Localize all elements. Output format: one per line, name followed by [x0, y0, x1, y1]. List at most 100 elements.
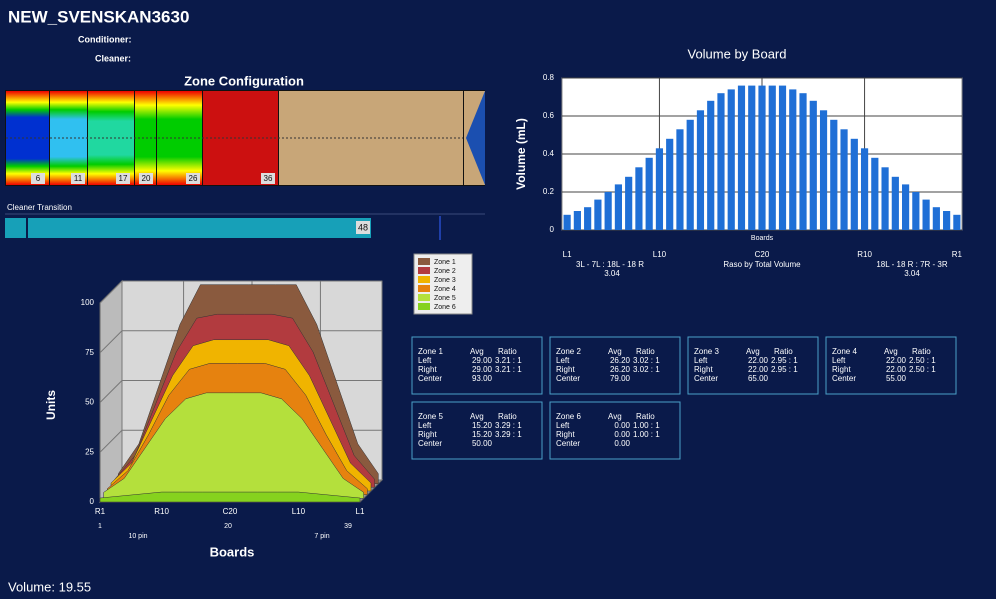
- legend-label: Zone 5: [434, 295, 456, 302]
- x-tick-label: R10: [154, 507, 169, 516]
- annotation: 3.04: [604, 269, 620, 278]
- stat-avg: 22.00: [748, 356, 769, 365]
- grid-line: [99, 280, 123, 304]
- stat-row-label: Center: [832, 374, 856, 383]
- cleaner-value-bg: [356, 221, 370, 234]
- stat-avg-head: Avg: [470, 347, 484, 356]
- zone-block: [135, 91, 156, 185]
- stat-avg: 22.00: [748, 365, 769, 374]
- bar: [860, 148, 869, 230]
- bar: [778, 85, 787, 230]
- bar: [840, 129, 848, 230]
- zone-strip: [5, 90, 485, 186]
- end-wedge: [466, 91, 485, 185]
- stat-avg: 29.00: [472, 365, 493, 374]
- bar: [789, 89, 797, 231]
- stat-ratio: 3.02 : 1: [633, 365, 660, 374]
- marker-label: 26: [189, 174, 198, 183]
- stat-avg: 50.00: [472, 439, 493, 448]
- marker-bg: [116, 173, 130, 184]
- bar: [717, 93, 725, 230]
- zone-stats: Zone 1 Avg Ratio Left 29.00 3.21 : 1 Right 29.0…: [411, 336, 957, 460]
- bar: [891, 176, 899, 230]
- bar: [645, 157, 653, 230]
- bar: [922, 199, 930, 230]
- bar: [850, 138, 858, 230]
- stat-zone: Zone 5: [418, 412, 443, 421]
- stat-avg-head: Avg: [746, 347, 760, 356]
- zone-config-title: Zone Configuration: [184, 73, 304, 88]
- zone-markers: 6 11 17 20 26 36: [31, 173, 275, 184]
- stat-avg-head: Avg: [608, 347, 622, 356]
- legend-label: Zone 3: [434, 277, 456, 284]
- bar: [932, 207, 940, 230]
- stat-ratio: 1.00 : 1: [633, 421, 660, 430]
- x-tick-label: C20: [223, 507, 238, 516]
- stat-row-label: Left: [418, 421, 432, 430]
- cleaner-value: 48: [358, 222, 368, 232]
- cleaner-label: Cleaner:: [95, 53, 131, 63]
- stat-ratio: 2.95 : 1: [771, 356, 798, 365]
- bar: [563, 214, 571, 230]
- stat-box: [687, 336, 819, 395]
- bar: [799, 93, 807, 230]
- bar: [758, 85, 766, 230]
- grid-line: [99, 429, 123, 453]
- marker-bg: [261, 173, 275, 184]
- stat-ratio: 2.95 : 1: [771, 365, 798, 374]
- y-tick-label: 25: [85, 447, 94, 456]
- chart-title: Volume by Board: [687, 46, 786, 61]
- x-tick-label: R1: [952, 250, 963, 259]
- stat-box: [549, 336, 681, 395]
- legend-label: Zone 1: [434, 259, 456, 266]
- marker-label: 17: [119, 174, 128, 183]
- annotation: 3.04: [904, 269, 920, 278]
- stat-row-label: Right: [418, 430, 437, 439]
- bar: [584, 207, 592, 230]
- x-tick-label: L1: [356, 507, 365, 516]
- stat-avg-head: Avg: [470, 412, 484, 421]
- legend-label: Zone 6: [434, 304, 456, 311]
- legend-swatch: [418, 258, 430, 265]
- y-tick-label: 0: [550, 225, 555, 234]
- title: NEW_SVENSKAN3630: [8, 7, 189, 26]
- y-tick-label: 75: [85, 348, 94, 357]
- stat-row-label: Center: [418, 439, 442, 448]
- bar: [881, 167, 889, 230]
- legend-swatch: [418, 294, 430, 301]
- bar: [912, 192, 920, 230]
- x-sub-label: 39: [344, 523, 352, 530]
- bar: [707, 100, 715, 230]
- bar: [676, 129, 684, 230]
- stat-avg: 79.00: [610, 374, 631, 383]
- marker-bg: [186, 173, 200, 184]
- annotation: Raso by Total Volume: [723, 260, 801, 269]
- grid-line: [99, 330, 123, 354]
- x-axis-label: Boards: [210, 544, 255, 559]
- x-tick-label: L1: [563, 250, 572, 259]
- stat-row-label: Left: [556, 421, 570, 430]
- x-sub-label: 10 pin: [128, 533, 147, 540]
- stat-zone: Zone 6: [556, 412, 581, 421]
- stat-avg: 26.20: [610, 356, 631, 365]
- stat-avg: 0.00: [614, 430, 630, 439]
- bar: [768, 85, 776, 230]
- bar: [748, 85, 756, 230]
- stat-box: [549, 401, 681, 460]
- stat-row-label: Center: [418, 374, 442, 383]
- stat-ratio: 1.00 : 1: [633, 430, 660, 439]
- stat-ratio-head: Ratio: [636, 412, 655, 421]
- stat-zone: Zone 2: [556, 347, 581, 356]
- x-tick-label: C20: [755, 250, 770, 259]
- stat-row-label: Left: [418, 356, 432, 365]
- stat-row-label: Left: [694, 356, 708, 365]
- stat-row-label: Right: [694, 365, 713, 374]
- legend-label: Zone 4: [434, 286, 456, 293]
- stat-avg-head: Avg: [608, 412, 622, 421]
- legend-swatch: [418, 267, 430, 274]
- x-sub-label: 20: [224, 523, 232, 530]
- bar: [871, 157, 879, 230]
- stat-ratio-head: Ratio: [498, 347, 517, 356]
- marker-bg: [139, 173, 153, 184]
